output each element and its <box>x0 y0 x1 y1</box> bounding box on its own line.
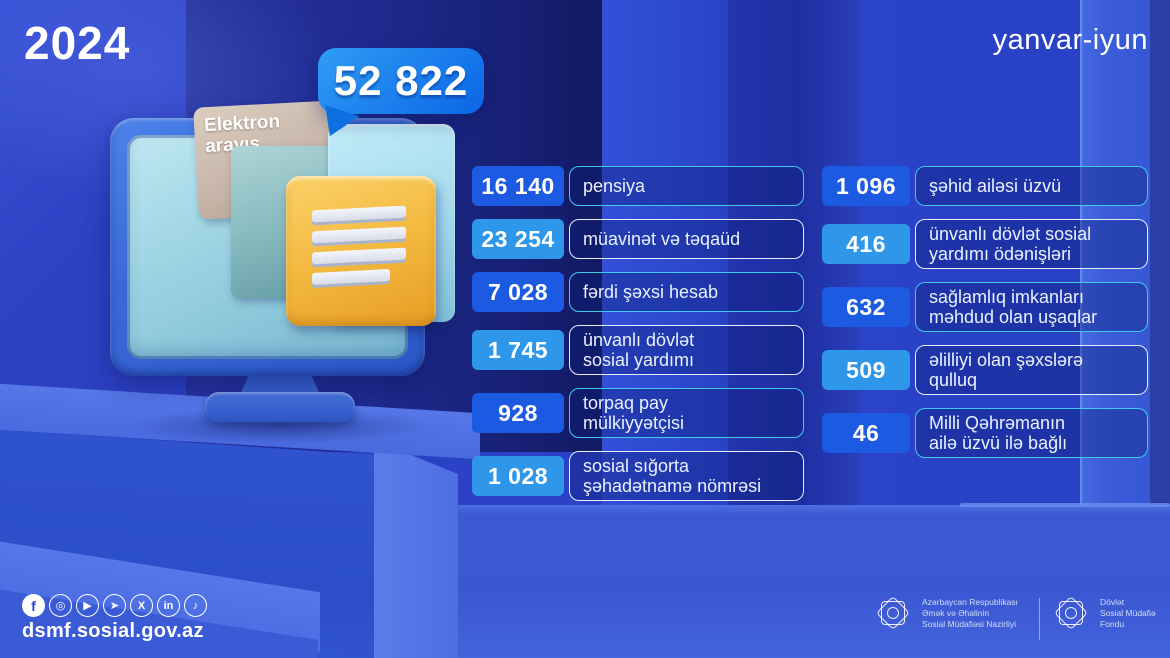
background-pillar-edge <box>1150 0 1170 514</box>
youtube-icon[interactable]: ▶ <box>76 594 99 617</box>
fund-name: Dövlət Sosial Müdafiə Fondu <box>1100 596 1156 629</box>
monitor-stand-base <box>205 392 355 422</box>
background-floor <box>430 505 1170 658</box>
fund-logo-block: Dövlət Sosial Müdafiə Fondu <box>1052 594 1156 632</box>
stat-row: 928 torpaq pay mülkiyyətçisi <box>472 388 804 438</box>
stat-row: 23 254 müavinət və təqaüd <box>472 219 804 259</box>
podium-side-face <box>374 440 458 658</box>
x-icon[interactable]: X <box>130 594 153 617</box>
stat-value: 23 254 <box>472 219 564 259</box>
stat-label: ünvanlı dövlət sosial yardımı ödənişləri <box>915 219 1148 269</box>
period-label: yanvar-iyun <box>992 24 1148 56</box>
stat-label: müavinət və təqaüd <box>569 219 804 259</box>
document-line <box>312 247 406 265</box>
stat-value: 509 <box>822 350 910 390</box>
stat-value: 7 028 <box>472 272 564 312</box>
stat-value: 46 <box>822 413 910 453</box>
total-count-value: 52 822 <box>333 57 469 104</box>
stat-label: sağlamlıq imkanları məhdud olan uşaqlar <box>915 282 1148 332</box>
stat-value: 928 <box>472 393 564 433</box>
stat-label: ünvanlı dövlət sosial yardımı <box>569 325 804 375</box>
tiktok-icon[interactable]: ♪ <box>184 594 207 617</box>
instagram-icon[interactable]: ◎ <box>49 594 72 617</box>
stat-label: əlilliyi olan şəxslərə qulluq <box>915 345 1148 395</box>
logo-divider <box>1039 598 1040 640</box>
document-line <box>312 268 390 286</box>
stat-label: torpaq pay mülkiyyətçisi <box>569 388 804 438</box>
background-floor-edge <box>960 503 1170 507</box>
document-card-yellow <box>286 176 436 326</box>
fund-star-emblem-icon <box>1052 594 1090 632</box>
linkedin-icon[interactable]: in <box>157 594 180 617</box>
background-wall-mid <box>602 0 728 512</box>
stat-row: 632 sağlamlıq imkanları məhdud olan uşaq… <box>822 282 1148 332</box>
document-line <box>312 226 406 244</box>
stat-row: 1 028 sosial sığorta şəhadətnamə nömrəsi <box>472 451 804 501</box>
ministry-logo-block: Azərbaycan Respublikası Əmək və Əhalinin… <box>874 594 1018 632</box>
stat-value: 416 <box>822 224 910 264</box>
stats-column-left: 16 140 pensiya 23 254 müavinət və təqaüd… <box>472 166 804 514</box>
stat-value: 1 028 <box>472 456 564 496</box>
stat-value: 1 745 <box>472 330 564 370</box>
stat-row: 7 028 fərdi şəxsi hesab <box>472 272 804 312</box>
stat-label: fərdi şəxsi hesab <box>569 272 804 312</box>
stat-label: pensiya <box>569 166 804 206</box>
stat-value: 632 <box>822 287 910 327</box>
total-count-bubble: 52 822 <box>318 48 484 114</box>
year-title: 2024 <box>24 17 131 69</box>
stat-row: 16 140 pensiya <box>472 166 804 206</box>
stat-row: 46 Milli Qəhrəmanın ailə üzvü ilə bağlı <box>822 408 1148 458</box>
stats-column-right: 1 096 şəhid ailəsi üzvü 416 ünvanlı dövl… <box>822 166 1148 471</box>
stat-label: Milli Qəhrəmanın ailə üzvü ilə bağlı <box>915 408 1148 458</box>
website-link[interactable]: dsmf.sosial.gov.az <box>22 620 204 642</box>
telegram-icon[interactable]: ➤ <box>103 594 126 617</box>
facebook-icon[interactable]: f <box>22 594 45 617</box>
stat-row: 509 əlilliyi olan şəxslərə qulluq <box>822 345 1148 395</box>
stat-label: sosial sığorta şəhadətnamə nömrəsi <box>569 451 804 501</box>
stat-value: 1 096 <box>822 166 910 206</box>
stat-value: 16 140 <box>472 166 564 206</box>
ministry-name: Azərbaycan Respublikası Əmək və Əhalinin… <box>922 596 1018 629</box>
document-line <box>312 205 406 223</box>
ministry-star-emblem-icon <box>874 594 912 632</box>
stat-label: şəhid ailəsi üzvü <box>915 166 1148 206</box>
stat-row: 1 745 ünvanlı dövlət sosial yardımı <box>472 325 804 375</box>
stat-row: 1 096 şəhid ailəsi üzvü <box>822 166 1148 206</box>
stat-row: 416 ünvanlı dövlət sosial yardımı ödəniş… <box>822 219 1148 269</box>
